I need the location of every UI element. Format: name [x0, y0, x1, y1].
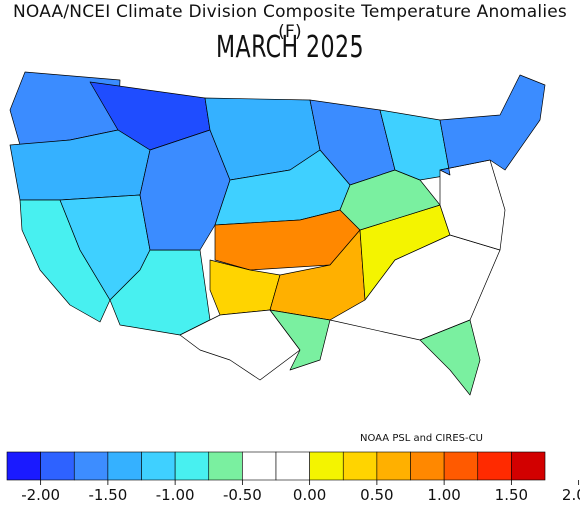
legend-tick-label: -2.00: [21, 486, 60, 504]
legend-tick-label: 0.00: [293, 486, 326, 504]
legend-swatch: [443, 451, 479, 481]
legend-swatch: [376, 451, 411, 481]
legend-swatch: [342, 451, 378, 481]
legend-tick-label: 1.00: [427, 486, 460, 504]
legend-swatch: [410, 451, 445, 481]
legend-swatch: [141, 451, 176, 481]
legend-swatch: [73, 451, 109, 481]
legend-swatch: [6, 451, 41, 481]
legend-swatch: [242, 451, 277, 481]
legend-swatch: [477, 451, 512, 481]
legend-swatch: [511, 451, 546, 481]
legend-swatch: [174, 451, 210, 481]
legend-tick-label: -1.50: [88, 486, 127, 504]
legend-tick-label: -1.00: [156, 486, 195, 504]
legend-tick-label: 1.50: [495, 486, 528, 504]
map-subtitle: MARCH 2025: [216, 30, 364, 65]
legend-tick-label: 0.50: [360, 486, 393, 504]
us-anomaly-map: [9, 71, 546, 396]
legend-tick-label: 2.00: [562, 486, 580, 504]
region-southeast: [329, 234, 501, 341]
legend-swatch: [40, 451, 75, 481]
legend-swatch: [275, 451, 310, 481]
legend-swatch: [107, 451, 142, 481]
color-legend: -2.00 -1.50 -1.00 -0.50 0.00 0.50 1.00 1.50 2.00: [6, 451, 580, 504]
legend-swatch: [208, 451, 243, 481]
legend-tick-label: -0.50: [223, 486, 262, 504]
credit-text: NOAA PSL and CIRES-CU: [360, 433, 483, 444]
legend-swatch: [309, 451, 344, 481]
region-florida: [419, 319, 481, 396]
region-great-lakes: [379, 109, 451, 181]
region-southwest: [109, 249, 211, 336]
region-gulf-coast-west: [269, 309, 331, 371]
region-northeast: [439, 74, 546, 176]
map-title: NOAA/NCEI Climate Division Composite Tem…: [13, 2, 567, 42]
